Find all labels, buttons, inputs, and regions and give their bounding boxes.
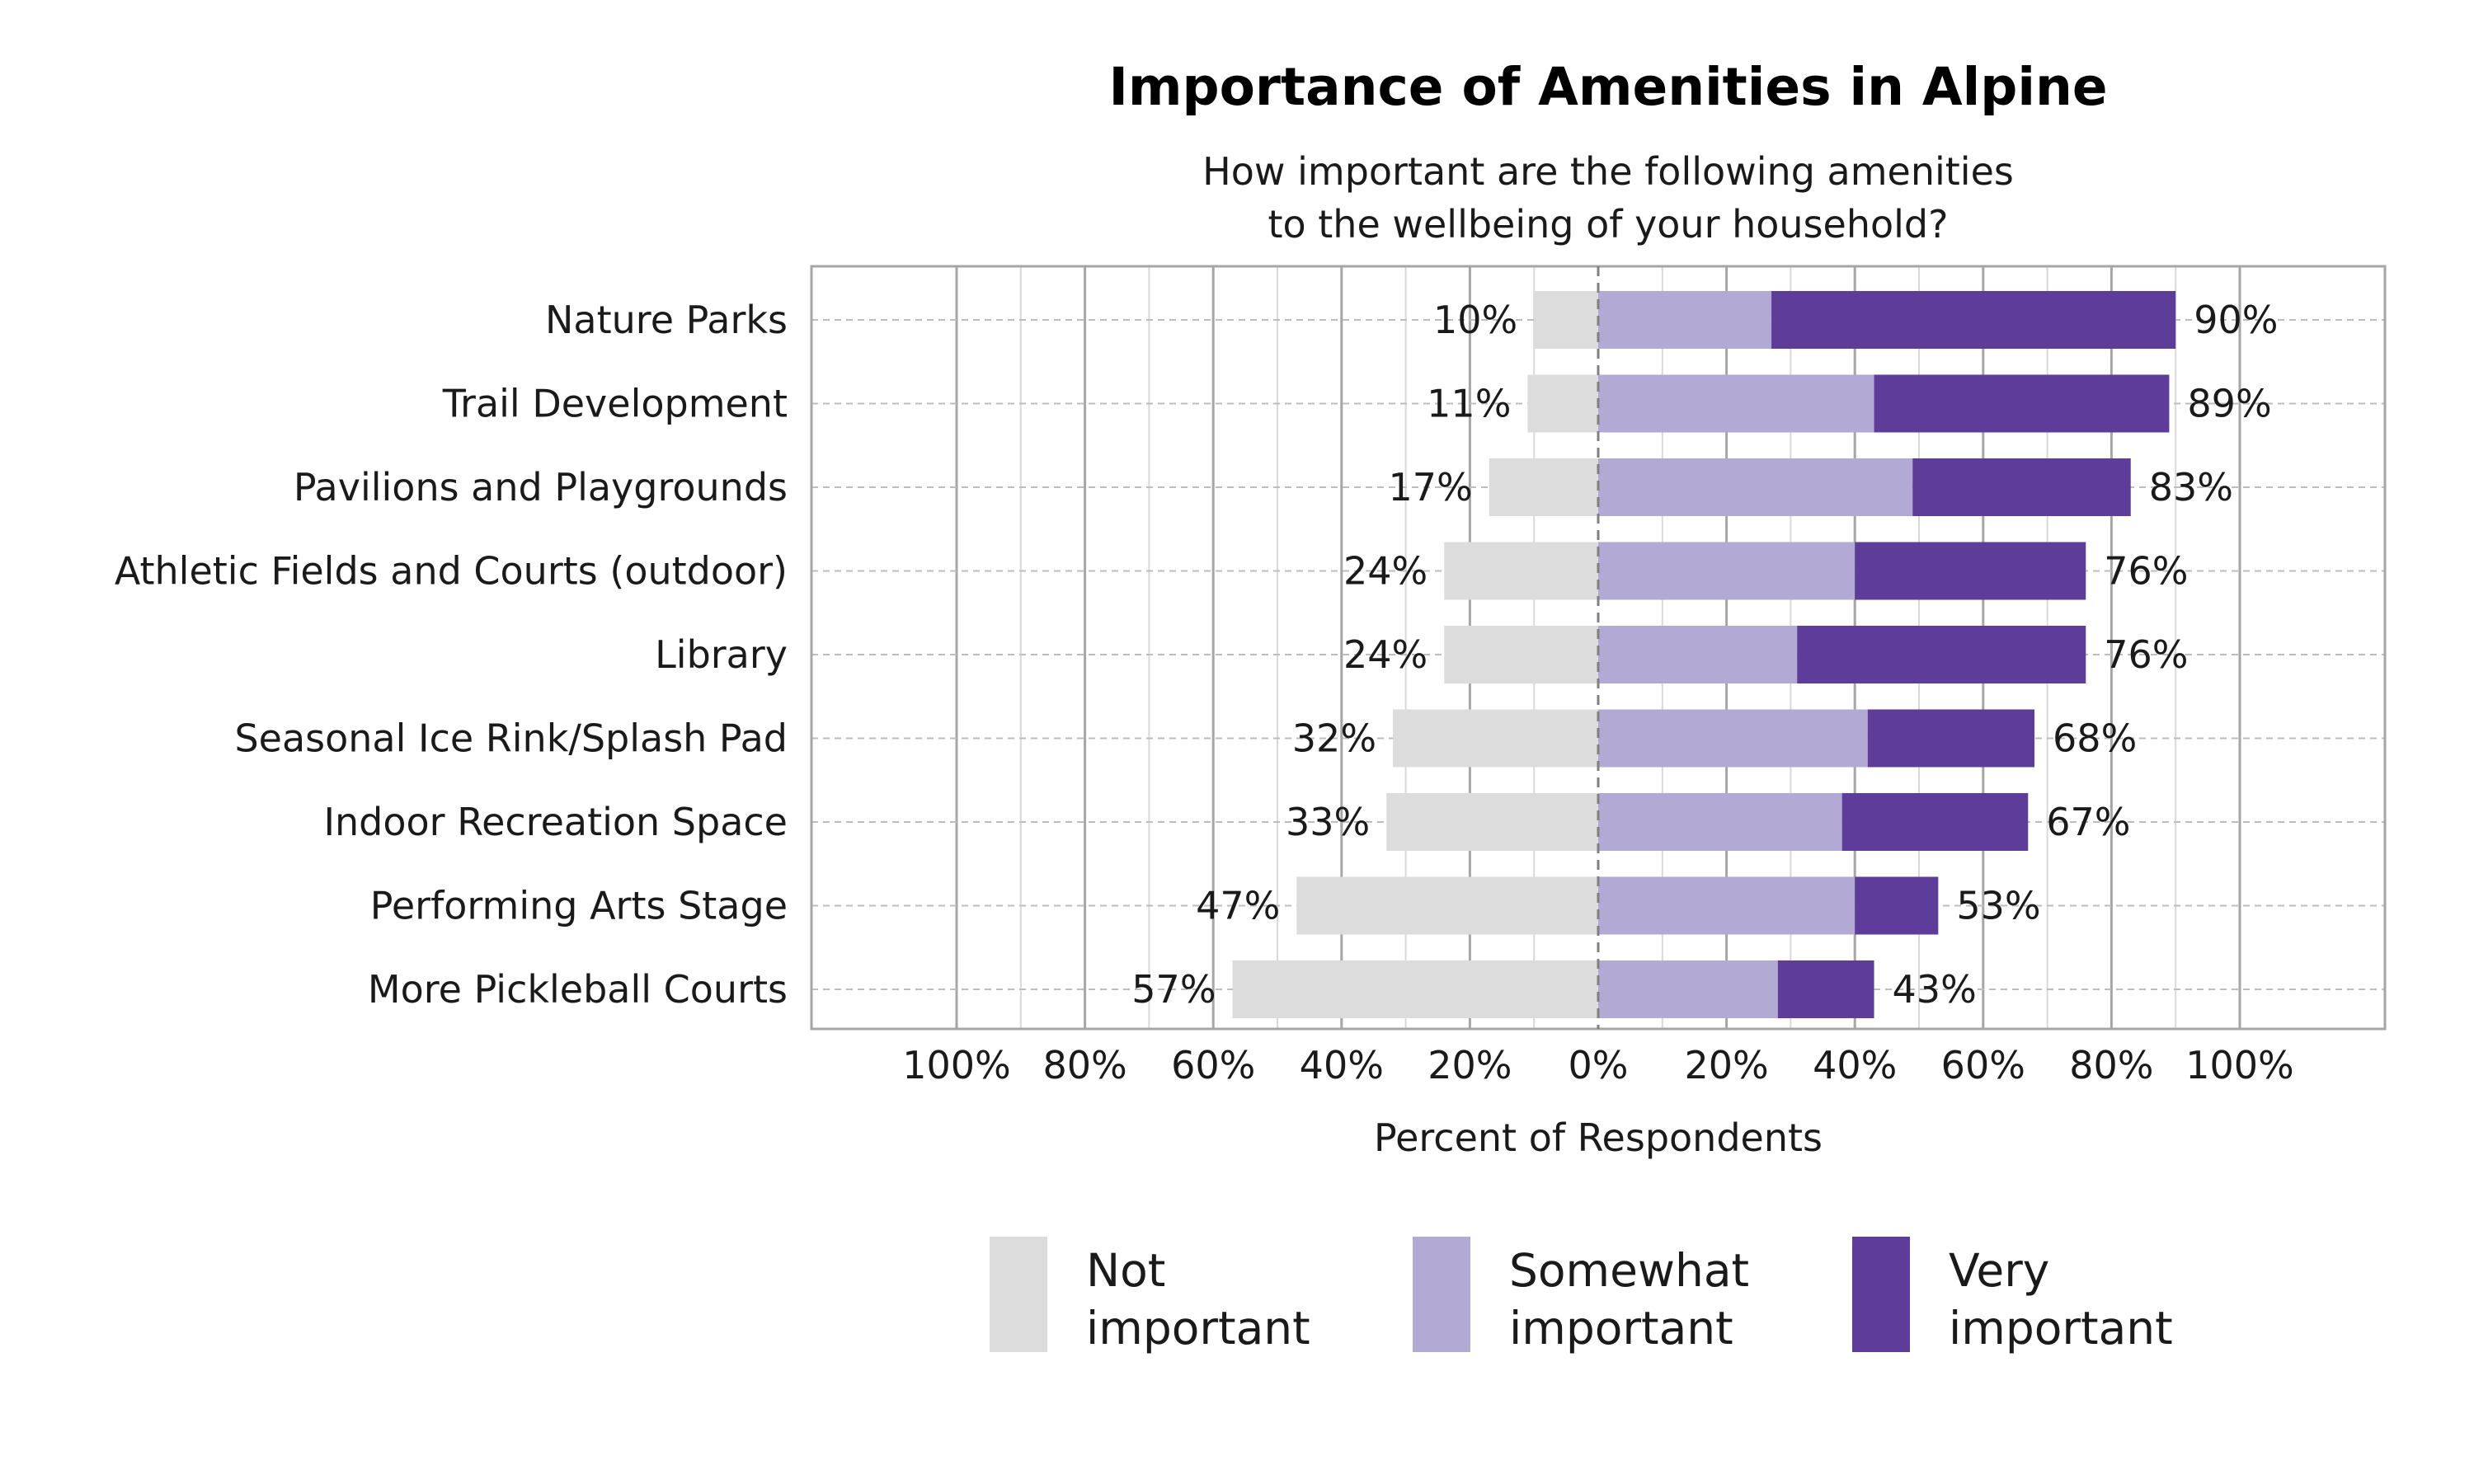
legend-label: Somewhat <box>1509 1244 1749 1297</box>
bar-segment-not-important <box>1444 542 1598 600</box>
x-tick-label: 60% <box>1171 1043 1255 1087</box>
legend-label: Not <box>1086 1244 1165 1297</box>
data-label-positive: 67% <box>2046 800 2130 844</box>
bar-segment-very-important <box>1912 458 2131 516</box>
x-tick-label: 100% <box>2185 1043 2294 1087</box>
data-label-negative: 10% <box>1433 298 1517 342</box>
data-label-positive: 90% <box>2194 298 2278 342</box>
x-tick-label: 60% <box>1941 1043 2025 1087</box>
bar-segment-very-important <box>1841 793 2029 851</box>
bar-segment-somewhat-important <box>1598 793 1842 851</box>
legend-label: important <box>1949 1302 2173 1355</box>
bar-segment-very-important <box>1777 960 1874 1018</box>
bar-segment-not-important <box>1386 793 1598 851</box>
data-label-positive: 83% <box>2149 465 2233 510</box>
data-label-negative: 57% <box>1131 967 1216 1012</box>
x-axis-label: Percent of Respondents <box>1374 1115 1823 1160</box>
bar-segment-not-important <box>1489 458 1598 516</box>
label-layer: Nature Parks 10% 90% Trail Development 11% 89… <box>115 298 2279 1012</box>
data-label-positive: 53% <box>1956 884 2040 928</box>
legend-label: important <box>1086 1302 1310 1355</box>
bar-segment-somewhat-important <box>1598 709 1868 768</box>
data-label-negative: 11% <box>1427 382 1511 426</box>
bar-segment-somewhat-important <box>1598 291 1772 349</box>
bar-segment-not-important <box>1296 876 1598 935</box>
category-label: Seasonal Ice Rink/Splash Pad <box>234 716 788 761</box>
x-tick-label: 80% <box>2069 1043 2153 1087</box>
chart-subtitle-line-1: How important are the following amenitie… <box>1202 149 2014 194</box>
data-label-negative: 32% <box>1292 716 1376 761</box>
bar-segment-very-important <box>1867 709 2035 768</box>
data-label-negative: 24% <box>1343 549 1427 594</box>
data-label-negative: 17% <box>1388 465 1472 510</box>
x-tick-label: 100% <box>902 1043 1011 1087</box>
bar-segment-somewhat-important <box>1598 374 1874 433</box>
axis-layer: 100% 80% 60% 40% 20% 0% 20% 40% 60% 80% 100% <box>902 1043 2294 1087</box>
x-tick-label: 0% <box>1569 1043 1629 1087</box>
bar-segment-somewhat-important <box>1598 542 1856 600</box>
category-label: Pavilions and Playgrounds <box>294 465 788 510</box>
legend-swatch <box>990 1237 1047 1352</box>
x-tick-label: 40% <box>1813 1043 1897 1087</box>
data-label-positive: 89% <box>2187 382 2271 426</box>
category-label: Nature Parks <box>545 298 788 342</box>
legend-swatch <box>1852 1237 1910 1352</box>
chart-title: Importance of Amenities in Alpine <box>1108 57 2107 117</box>
data-label-positive: 76% <box>2104 632 2188 677</box>
x-tick-label: 20% <box>1684 1043 1768 1087</box>
data-label-positive: 43% <box>1893 967 1977 1012</box>
data-label-positive: 68% <box>2053 716 2137 761</box>
x-tick-label: 20% <box>1427 1043 1512 1087</box>
bar-segment-very-important <box>1797 626 2086 683</box>
bar-segment-somewhat-important <box>1598 876 1856 935</box>
bar-segment-not-important <box>1393 709 1598 768</box>
x-tick-label: 80% <box>1042 1043 1126 1087</box>
category-label: Library <box>655 632 788 677</box>
bar-segment-very-important <box>1874 374 2170 433</box>
chart-subtitle-line-2: to the wellbeing of your household? <box>1268 202 1948 247</box>
legend-label: Very <box>1949 1244 2049 1297</box>
legend-swatch <box>1413 1237 1470 1352</box>
bar-segment-very-important <box>1771 291 2176 349</box>
category-label: Indoor Recreation Space <box>323 800 788 844</box>
category-label: Athletic Fields and Courts (outdoor) <box>115 549 788 594</box>
data-label-positive: 76% <box>2104 549 2188 594</box>
data-label-negative: 47% <box>1196 884 1280 928</box>
bar-segment-not-important <box>1444 626 1598 683</box>
category-label: Trail Development <box>442 382 788 426</box>
bar-segment-very-important <box>1855 542 2086 600</box>
category-label: More Pickleball Courts <box>368 967 788 1012</box>
bar-layer <box>1232 291 2176 1018</box>
legend: NotimportantSomewhatimportantVeryimporta… <box>990 1237 2173 1355</box>
x-tick-label: 40% <box>1300 1043 1384 1087</box>
bar-segment-somewhat-important <box>1598 960 1778 1018</box>
data-label-negative: 24% <box>1343 632 1427 677</box>
category-label: Performing Arts Stage <box>370 884 788 928</box>
bar-segment-not-important <box>1527 374 1598 433</box>
bar-segment-somewhat-important <box>1598 458 1913 516</box>
data-label-negative: 33% <box>1286 800 1370 844</box>
legend-label: important <box>1509 1302 1733 1355</box>
bar-segment-not-important <box>1534 291 1598 349</box>
bar-segment-not-important <box>1232 960 1598 1018</box>
bar-segment-very-important <box>1855 876 1939 935</box>
bar-segment-somewhat-important <box>1598 626 1798 683</box>
